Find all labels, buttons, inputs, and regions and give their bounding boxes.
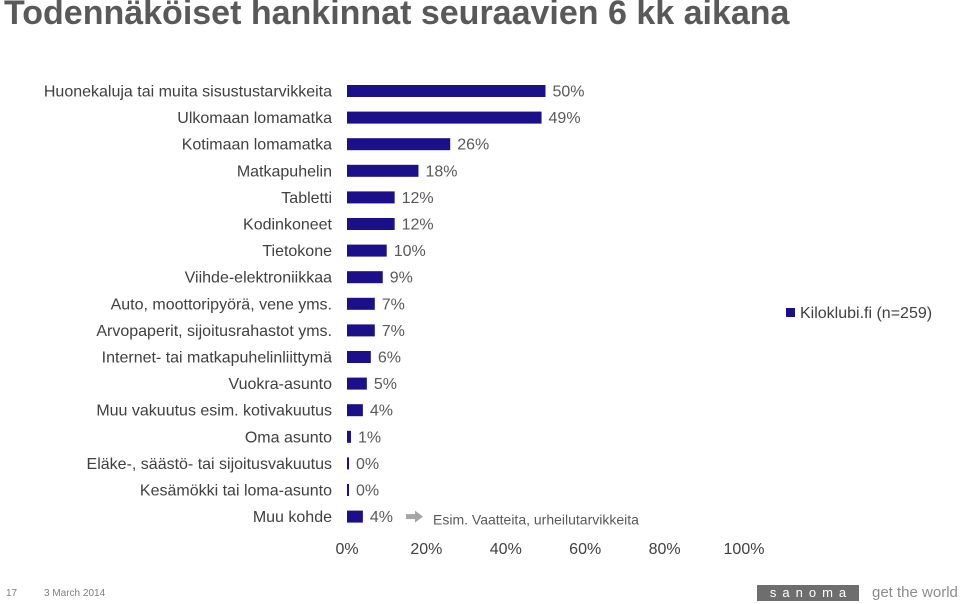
value-label: 7% bbox=[382, 323, 405, 340]
category-label: Viihde-elektroniikkaa bbox=[185, 270, 332, 287]
category-label: Tietokone bbox=[262, 243, 332, 260]
sanoma-logo: sanoma bbox=[757, 585, 859, 601]
category-label: Muu kohde bbox=[253, 509, 332, 526]
bar bbox=[347, 484, 349, 496]
bars bbox=[347, 85, 546, 523]
category-label: Muu vakuutus esim. kotivakuutus bbox=[96, 403, 332, 420]
annotation: Esim. Vaatteita, urheilutarvikkeita bbox=[406, 510, 639, 528]
value-label: 49% bbox=[549, 110, 581, 127]
legend: Kiloklubi.fi (n=259) bbox=[786, 305, 932, 322]
x-tick-label: 0% bbox=[335, 541, 358, 558]
value-label: 18% bbox=[425, 163, 457, 180]
bar bbox=[347, 164, 419, 177]
value-label: 26% bbox=[457, 137, 489, 154]
x-axis-ticks: 0% 20% 40% 60% 80% 100% bbox=[335, 541, 764, 558]
category-label: Tabletti bbox=[281, 190, 332, 207]
bar bbox=[347, 324, 375, 337]
value-label: 10% bbox=[394, 243, 426, 260]
category-label: Internet- tai matkapuhelinliittymä bbox=[102, 350, 332, 367]
value-label: 50% bbox=[553, 84, 585, 101]
bar bbox=[347, 111, 542, 124]
annotation-arrow-shaft bbox=[406, 514, 415, 520]
value-labels: 50% 49% 26%18% 12% 12% 10% 9% 7% 7% 6% 5% 4% 1% 0% 0% 4… bbox=[356, 84, 585, 527]
category-label: Ulkomaan lomamatka bbox=[177, 110, 332, 127]
category-label: Huonekaluja tai muita sisustustarvikkeit… bbox=[44, 84, 332, 101]
value-label: 12% bbox=[402, 190, 434, 207]
bar bbox=[347, 271, 383, 284]
value-label: 0% bbox=[356, 456, 379, 473]
bar bbox=[347, 510, 363, 523]
category-label: Oma asunto bbox=[245, 429, 332, 446]
category-label: Matkapuhelin bbox=[237, 163, 332, 180]
bar bbox=[347, 457, 349, 470]
bar bbox=[347, 297, 375, 310]
value-label: 1% bbox=[358, 429, 381, 446]
x-tick-label: 60% bbox=[569, 541, 601, 558]
value-label: 9% bbox=[390, 270, 413, 287]
annotation-arrow-icon bbox=[415, 510, 423, 523]
value-label: 6% bbox=[378, 350, 401, 367]
category-label: Eläke-, säästö- tai sijoitusvakuutus bbox=[87, 456, 332, 473]
bar bbox=[347, 430, 351, 443]
category-label: Vuokra-asunto bbox=[229, 376, 333, 393]
value-label: 7% bbox=[382, 296, 405, 313]
bar bbox=[347, 85, 546, 97]
slide-title: Todennäköiset hankinnat seuraavien 6 kk … bbox=[4, 0, 790, 32]
value-label: 4% bbox=[370, 509, 393, 526]
bar bbox=[347, 191, 395, 204]
tagline: get the world bbox=[872, 584, 958, 601]
category-label: Arvopaperit, sijoitusrahastot yms. bbox=[96, 323, 332, 340]
footer-date: 3 March 2014 bbox=[44, 588, 106, 599]
value-label: 5% bbox=[374, 376, 397, 393]
bar bbox=[347, 351, 371, 363]
category-label: Auto, moottoripyörä, vene yms. bbox=[111, 296, 332, 313]
legend-label: Kiloklubi.fi (n=259) bbox=[800, 305, 932, 322]
bar bbox=[347, 218, 395, 230]
x-tick-label: 80% bbox=[649, 541, 681, 558]
value-label: 4% bbox=[370, 403, 393, 420]
page-number: 17 bbox=[6, 588, 18, 599]
category-labels: Huonekaluja tai muita sisustustarvikkeit… bbox=[44, 84, 333, 527]
category-label: Kodinkoneet bbox=[243, 217, 333, 234]
bar bbox=[347, 377, 367, 390]
legend-swatch bbox=[786, 308, 795, 317]
bar bbox=[347, 138, 451, 151]
bar bbox=[347, 244, 387, 257]
category-label: Kotimaan lomamatka bbox=[182, 137, 332, 154]
bar bbox=[347, 404, 363, 417]
x-tick-label: 40% bbox=[490, 541, 522, 558]
annotation-text: Esim. Vaatteita, urheilutarvikkeita bbox=[433, 512, 639, 528]
value-label: 0% bbox=[356, 483, 379, 500]
x-tick-label: 20% bbox=[410, 541, 442, 558]
x-tick-label: 100% bbox=[724, 541, 765, 558]
category-label: Kesämökki tai loma-asunto bbox=[140, 483, 332, 500]
value-label: 12% bbox=[402, 217, 434, 234]
